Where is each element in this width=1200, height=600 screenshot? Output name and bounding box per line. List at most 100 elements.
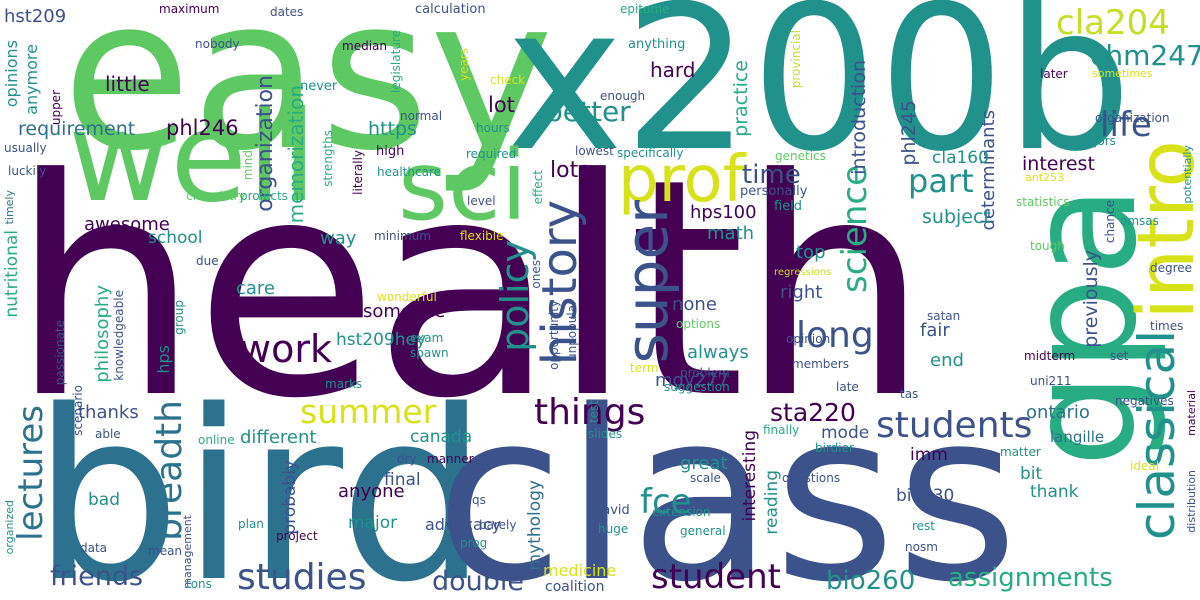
word-satan: satan (927, 309, 961, 323)
word-assignments: assignments (948, 563, 1113, 593)
word-langille: langille (1050, 428, 1105, 446)
word-late: late (836, 380, 859, 394)
word-test: test (587, 400, 601, 424)
word-life: life (1100, 105, 1152, 145)
word-hst209hey: hst209hey (336, 330, 427, 350)
word-general: general (680, 524, 726, 538)
word-sometimes: sometimes (1092, 67, 1153, 80)
word-classical: classical (1128, 330, 1186, 541)
word-times: times (1150, 319, 1184, 333)
word-studies: studies (237, 557, 367, 598)
word-check: check (490, 73, 526, 87)
word-set: set (1110, 349, 1129, 363)
word-policy: policy (493, 240, 537, 352)
word-health: health (10, 115, 930, 464)
word-science: science (835, 165, 875, 293)
word-time: time (742, 160, 801, 190)
word-friends: friends (50, 561, 144, 592)
word-awesome: awesome (84, 214, 170, 235)
word-legislature: legislature (389, 30, 403, 93)
word-group: group (172, 300, 186, 335)
word-way: way (320, 228, 357, 249)
word-median: median (342, 39, 387, 53)
word-spawn: spawn (410, 346, 449, 360)
word-major: major (348, 513, 398, 533)
word-enough: enough (600, 89, 646, 103)
word-nobody: nobody (195, 37, 240, 51)
word-ontario: ontario (1026, 402, 1090, 423)
word-calculation: calculation (415, 2, 486, 17)
word-probably: probably (280, 460, 300, 535)
word-members: members (792, 357, 849, 371)
word-mind: mind (241, 150, 255, 181)
word-later: later (1040, 67, 1068, 81)
word-dry: dry (397, 452, 417, 466)
word-lowest: lowest (575, 144, 614, 158)
word-high: high (376, 144, 405, 159)
word-opinions: opinions (2, 40, 21, 108)
word-strengths: strengths (321, 130, 335, 187)
word-advocacy: advocacy (425, 515, 502, 534)
word-organized: organized (3, 500, 16, 555)
word-little: little (105, 72, 150, 96)
word-cla160: cla160 (932, 148, 989, 168)
word-omsas: omsas (1120, 214, 1159, 228)
word-end: end (930, 350, 964, 371)
word-long: long (796, 315, 874, 356)
word-tas: tas (900, 387, 919, 401)
word-project: project (276, 529, 318, 543)
word-bio260: bio260 (826, 566, 916, 596)
word-required: required (466, 147, 517, 161)
word-bio230: bio230 (896, 486, 955, 506)
word-easy: easy (62, 0, 554, 197)
word-due: due (196, 254, 219, 268)
word-mean: mean (148, 544, 183, 558)
word-interest: interest (1022, 153, 1095, 175)
word-organization-small: organization (1095, 111, 1170, 125)
word-term: term (630, 361, 659, 375)
word-hps: hps (154, 345, 173, 374)
word-summer: summer (300, 392, 437, 431)
word-super: super (613, 200, 681, 364)
word-dates: dates (270, 5, 304, 19)
word-ones: ones (529, 260, 543, 289)
word-hps100: hps100 (690, 202, 757, 223)
word-none: none (672, 294, 717, 315)
word-mode: mode (821, 423, 870, 443)
word-prog: prog (460, 536, 488, 550)
word-phl245: phl245 (898, 100, 920, 166)
word-requirement: requirement (18, 118, 136, 140)
word-matter: matter (1000, 445, 1041, 459)
word-coalition: coalition (545, 579, 605, 595)
word-great: great (680, 453, 728, 474)
word-minimum: minimum (374, 229, 431, 243)
word-epitome: epitome (620, 2, 670, 16)
word-literally: literally (351, 150, 365, 195)
word-anymore: anymore (22, 44, 41, 115)
word-ideal: ideal (1130, 459, 1160, 473)
word-right: right (780, 282, 823, 303)
word-extension: extension (652, 505, 711, 519)
word-math: math (707, 223, 755, 244)
word-x200b: x200b (505, 0, 1133, 196)
word-normal: normal (400, 109, 443, 123)
word-provincial: provincial (789, 30, 803, 89)
word-opinion: opinion (786, 332, 831, 346)
word-top: top (796, 242, 826, 263)
word-finally: finally (763, 423, 800, 437)
word-interesting: interesting (740, 430, 760, 522)
word-questions: questions (782, 471, 841, 485)
word-slides: slides (588, 427, 623, 441)
word-exam: exam (410, 331, 444, 345)
word-scenario: scenario (71, 385, 85, 436)
word-statistics: statistics (1016, 195, 1070, 209)
word-field: field (774, 199, 803, 214)
word-material: material (1185, 390, 1198, 436)
word-able: able (95, 427, 121, 441)
word-unpopular: unpopular (565, 300, 579, 362)
word-mgy277: mgy277 (655, 370, 729, 391)
word-online: online (198, 433, 235, 447)
word-fce: fce (640, 482, 692, 522)
word-genetics: genetics (775, 149, 826, 163)
word-anything: anything (628, 37, 686, 52)
